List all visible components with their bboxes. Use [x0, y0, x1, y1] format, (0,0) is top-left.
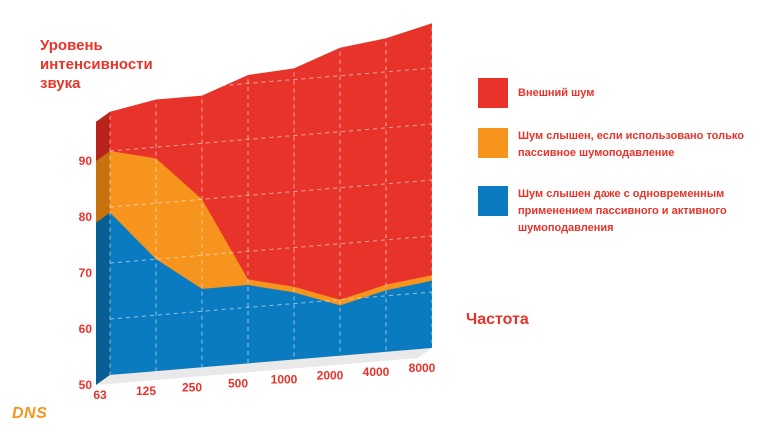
x-tick-label: 63	[93, 388, 107, 402]
grid-hline	[109, 235, 433, 264]
legend-swatch-blue	[478, 186, 508, 216]
legend-item-passive: Шум слышен, если использовано только пас…	[478, 128, 748, 162]
chart-floor	[96, 348, 432, 385]
y-tick-label: 90	[79, 154, 93, 168]
x-tick-label: 125	[136, 384, 156, 398]
legend-label: Шум слышен даже с одновременным применен…	[518, 188, 727, 234]
grid-hline	[109, 291, 433, 320]
x-tick-label: 8000	[409, 361, 436, 375]
floor	[96, 348, 432, 385]
y-tick-label: 70	[79, 266, 93, 280]
dns-logo: DNS	[12, 405, 48, 422]
y-tick-label: 60	[79, 322, 93, 336]
series-side-3	[96, 212, 110, 385]
y-tick-label: 80	[79, 210, 93, 224]
x-tick-label: 4000	[363, 365, 390, 379]
legend-label: Внешний шум	[518, 87, 595, 99]
x-tick-labels: 63 125 250 500 1000 2000 4000 8000	[93, 361, 435, 402]
legend-swatch-red	[478, 78, 508, 108]
legend-label: Шум слышен, если использовано только пас…	[518, 130, 744, 159]
x-tick-label: 2000	[317, 369, 344, 383]
grid-hline	[109, 123, 433, 152]
y-tick-labels: 50 60 70 80 90	[79, 154, 93, 392]
y-tick-label: 50	[79, 378, 93, 392]
series-layer	[96, 23, 432, 386]
grid-hline	[109, 67, 433, 96]
series-area-3	[110, 212, 432, 375]
legend-item-active: Шум слышен даже с одновременным применен…	[478, 186, 748, 237]
legend-item-external-noise: Внешний шум	[478, 78, 748, 108]
y-axis-label: Уровень интенсивности звука	[40, 37, 153, 92]
x-tick-label: 250	[182, 380, 202, 394]
x-axis-label: Частота	[466, 311, 529, 328]
legend-swatch-orange	[478, 128, 508, 158]
x-tick-label: 500	[228, 376, 248, 390]
x-tick-label: 1000	[271, 373, 298, 387]
grid-hline	[109, 179, 433, 208]
grid-layer	[109, 27, 433, 375]
